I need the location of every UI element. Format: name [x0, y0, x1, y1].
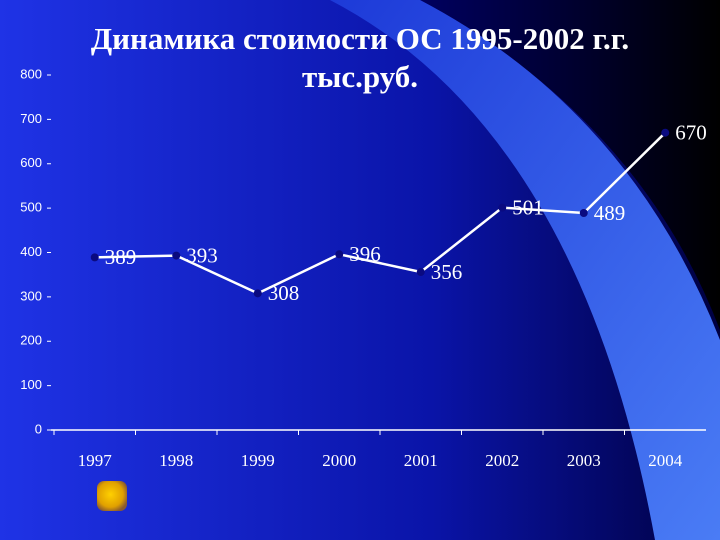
- data-label: 670: [675, 121, 707, 145]
- y-tick-label: 400: [20, 244, 42, 259]
- marker: [661, 128, 670, 137]
- data-label: 501: [512, 195, 544, 219]
- y-tick-label: 100: [20, 377, 42, 392]
- data-label: 308: [268, 281, 300, 305]
- swoosh: [330, 0, 720, 540]
- dark-corner: [420, 0, 720, 330]
- marker: [90, 253, 99, 262]
- y-tick-label: 0: [35, 421, 42, 436]
- marker: [253, 289, 262, 298]
- x-tick-label: 1998: [159, 451, 193, 470]
- line: [94, 131, 667, 295]
- data-label: 393: [186, 243, 218, 267]
- marker: [498, 203, 507, 212]
- y-tick-label: 500: [20, 200, 42, 215]
- data-label: 396: [349, 242, 381, 266]
- chart-title: Динамика стоимости ОС 1995-2002 г.г. тыс…: [90, 21, 630, 94]
- x-tick-label: 1999: [241, 451, 275, 470]
- y-tick-label: 800: [20, 66, 42, 81]
- y-tick-label: 600: [20, 155, 42, 170]
- y-tick-label: 300: [20, 288, 42, 303]
- x-tick-label: 2003: [567, 451, 601, 470]
- marker: [172, 251, 181, 260]
- data-label: 356: [431, 260, 463, 284]
- y-tick-label: 700: [20, 111, 42, 126]
- marker: [579, 209, 588, 218]
- x-tick-label: 2002: [485, 451, 519, 470]
- bullet-icon: [97, 481, 127, 511]
- x-tick-label: 2004: [648, 451, 683, 470]
- marker: [416, 268, 425, 277]
- data-label: 489: [594, 201, 626, 225]
- x-tick-label: 2001: [404, 451, 438, 470]
- x-tick-label: 2000: [322, 451, 356, 470]
- y-tick-label: 200: [20, 333, 42, 348]
- x-tick-label: 1997: [78, 451, 113, 470]
- data-label: 389: [105, 245, 137, 269]
- marker: [335, 250, 344, 259]
